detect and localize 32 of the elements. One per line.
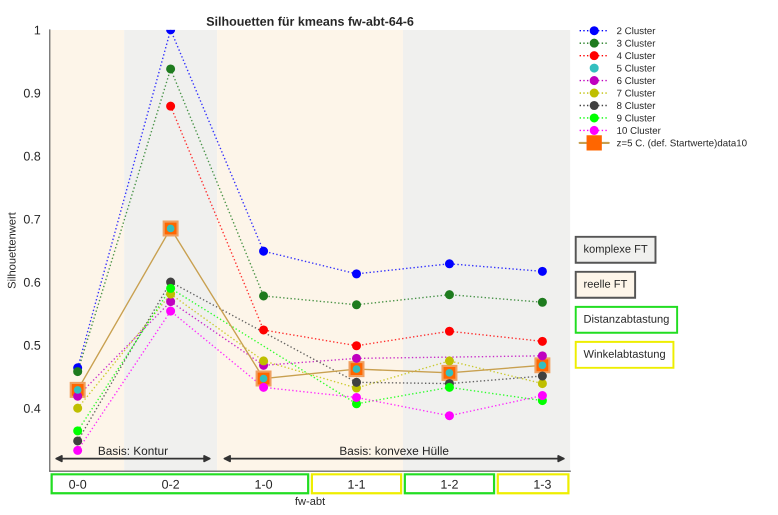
y-tick-label: 0.7	[24, 214, 40, 224]
legend-label: 6 Cluster	[617, 76, 656, 84]
y-tick-label: 0.4	[24, 404, 40, 413]
text: Distanzabtastung	[584, 314, 669, 325]
legend-label: 8 Cluster	[616, 102, 656, 109]
y-tick-label: 0.5	[24, 340, 40, 350]
legend-label: 2 Cluster	[617, 27, 656, 34]
legend-label: 7 Cluster	[617, 89, 656, 97]
x-tick-label: 1-3	[534, 480, 551, 489]
x-tick-label: 0-2	[162, 480, 180, 489]
text: komplexe FT	[584, 244, 648, 255]
legend-label: 9 Cluster	[617, 114, 656, 122]
x-tick-label: 1-0	[255, 480, 272, 489]
annotation: Basis: Kontur	[98, 446, 168, 456]
y-tick-label: 1	[34, 26, 40, 34]
legend-label: 10 Cluster	[617, 126, 661, 134]
x-tick-label: 0-0	[69, 480, 86, 489]
legend-label: 5 Cluster	[616, 64, 656, 72]
x-tick-label: 1-2	[441, 480, 458, 489]
y-tick-label: 0.8	[24, 152, 40, 161]
text: Winkelabtastung	[584, 350, 665, 360]
x-axis-title: fw-abt	[295, 496, 326, 505]
annotation: Basis: konvexe Hülle	[340, 446, 448, 456]
y-tick-label: 0.6	[24, 278, 40, 287]
text: reelle FT	[584, 280, 628, 288]
x-tick-label: 1-1	[348, 480, 365, 489]
legend-label: 3 Cluster	[616, 40, 656, 47]
legend-label: z=5 C. (def. Startwerte)data10	[616, 139, 747, 148]
y-tick-label: 0.9	[24, 88, 40, 98]
chart-title: Silhouetten für kmeans fw-abt-64-6	[206, 16, 414, 26]
legend-label: 4 Cluster	[616, 52, 656, 60]
y-axis-title: Silhouettenwert	[7, 212, 16, 288]
